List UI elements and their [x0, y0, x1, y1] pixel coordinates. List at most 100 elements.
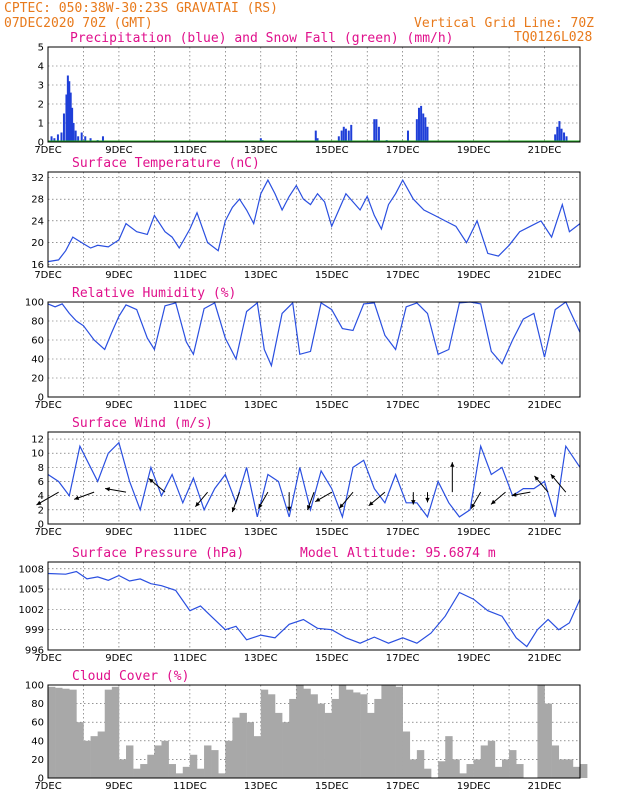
- cloud-bar: [353, 692, 361, 778]
- y-tick-label: 8: [38, 463, 44, 474]
- wind-arrow: [307, 491, 315, 511]
- cloud-bar: [473, 759, 481, 778]
- x-tick-label: 7DEC: [34, 400, 61, 411]
- cloud-bar: [367, 712, 375, 778]
- wind-arrow-head: [534, 475, 539, 481]
- wind-arrow-head: [315, 497, 321, 502]
- panel-temp: 16 20 24 28 32 7DEC 9DEC 11DEC 13DEC 15DEC 17DEC 19…: [31, 156, 581, 281]
- x-tick-label: 7DEC: [34, 527, 61, 538]
- precip-bar: [89, 138, 92, 142]
- y-tick-label: 2: [38, 100, 44, 111]
- cloud-bar: [303, 688, 311, 778]
- precip-bar: [69, 92, 72, 142]
- cloud-bar: [175, 773, 184, 778]
- x-tick-label: 19DEC: [457, 653, 491, 664]
- snow-baseline: [48, 140, 580, 142]
- cloud-bar: [218, 773, 226, 778]
- wind-arrow-head: [368, 501, 374, 506]
- panel-precip: 0 1 2 3 4 5 7DEC 9DEC 11DEC 13DEC 15DEC 17DEC 19DEC 2…: [34, 31, 581, 156]
- y-tick-label: 996: [25, 646, 44, 657]
- wind-arrow: [339, 491, 354, 509]
- cloud-bar: [118, 759, 127, 778]
- x-tick-label: 11DEC: [173, 653, 207, 664]
- cloud-bar: [161, 740, 169, 778]
- cloud-bar: [48, 686, 56, 778]
- pres-title: Surface Pressure (hPa): [72, 546, 244, 561]
- x-tick-label: 19DEC: [457, 270, 491, 281]
- cloud-bar: [480, 745, 489, 778]
- cloud-bar: [494, 766, 503, 778]
- x-tick-label: 21DEC: [528, 145, 562, 156]
- cloud-bar: [296, 685, 304, 778]
- precip-bar: [377, 126, 380, 142]
- wind-arrow: [195, 491, 208, 508]
- wind-arrow: [315, 491, 332, 503]
- y-tick-label: 1008: [19, 564, 44, 575]
- y-tick-label: 2: [38, 505, 44, 516]
- cloud-bar: [445, 736, 453, 778]
- temp-line: [47, 178, 581, 263]
- cloud-bar: [565, 759, 574, 778]
- x-tick-label: 9DEC: [105, 400, 132, 411]
- wind-arrow-head: [105, 487, 110, 492]
- cloud-bar: [459, 773, 467, 778]
- cloud-bar: [225, 740, 233, 778]
- wind-arrow: [231, 491, 240, 513]
- cloud-bar: [140, 764, 148, 778]
- cloud-bar: [267, 694, 276, 778]
- wind-arrow-head: [307, 505, 312, 510]
- y-tick-label: 0: [38, 520, 44, 531]
- y-tick-label: 5: [38, 43, 44, 54]
- y-tick-label: 0: [38, 138, 44, 149]
- x-tick-label: 21DEC: [528, 400, 562, 411]
- y-tick-label: 60: [31, 718, 44, 729]
- cloud-bar: [516, 764, 524, 778]
- wind-arrow-head: [511, 492, 517, 497]
- x-tick-label: 13DEC: [244, 270, 278, 281]
- y-tick-label: 20: [31, 238, 44, 249]
- wind-arrow: [368, 491, 386, 507]
- precip-bar: [101, 136, 104, 142]
- x-tick-label: 9DEC: [105, 527, 132, 538]
- precip-bar: [342, 126, 345, 142]
- rh-line: [47, 301, 581, 368]
- cloud-bar: [501, 759, 510, 778]
- cloud-bar: [90, 736, 98, 778]
- precip-bar: [422, 113, 425, 142]
- cloud-bar: [324, 712, 333, 778]
- y-tick-label: 28: [31, 195, 44, 206]
- cloud-bar: [310, 694, 318, 778]
- cloud-bar: [133, 768, 141, 778]
- wind-line: [47, 441, 581, 520]
- y-tick-label: 1: [38, 119, 44, 130]
- panel-rh: 0 20 40 60 80 100 7DEC 9DEC 11DEC 13DEC 15DEC 17DEC…: [25, 286, 581, 411]
- x-tick-label: 21DEC: [528, 270, 562, 281]
- precip-bar: [375, 119, 378, 142]
- cloud-bar: [182, 766, 191, 778]
- x-tick-label: 13DEC: [244, 400, 278, 411]
- cloud-bar: [395, 686, 403, 778]
- cloud-bar: [551, 745, 560, 778]
- x-tick-label: 7DEC: [34, 145, 61, 156]
- cloud-bar: [388, 685, 396, 778]
- precip-bar: [373, 119, 376, 142]
- cloud-bar: [509, 750, 517, 778]
- y-tick-label: 32: [31, 173, 44, 184]
- y-tick-label: 0: [38, 393, 44, 404]
- panel-cloud: 0 20 40 60 80 100 7DEC 9DEC 11DEC 13DEC 15DEC 17DEC…: [25, 669, 588, 792]
- precip-bar: [60, 132, 63, 142]
- cloud-bar: [416, 750, 425, 778]
- grid-note: Vertical Grid Line: 70Z: [414, 16, 594, 31]
- wind-arrow: [257, 491, 269, 509]
- x-tick-label: 17DEC: [386, 781, 420, 792]
- y-tick-label: 16: [31, 260, 44, 271]
- wind-arrow-head: [231, 507, 236, 513]
- cloud-bar: [69, 689, 77, 778]
- cloud-bar: [154, 745, 162, 778]
- model-id: TQ0126L028: [514, 30, 592, 45]
- x-tick-label: 11DEC: [173, 400, 207, 411]
- panel-wind: 0 2 4 6 8 10 12 7DEC 9DEC 11DEC 13DEC 15DEC 17DEC 19D…: [31, 416, 581, 538]
- y-tick-label: 40: [31, 736, 44, 747]
- precip-bar: [74, 130, 77, 142]
